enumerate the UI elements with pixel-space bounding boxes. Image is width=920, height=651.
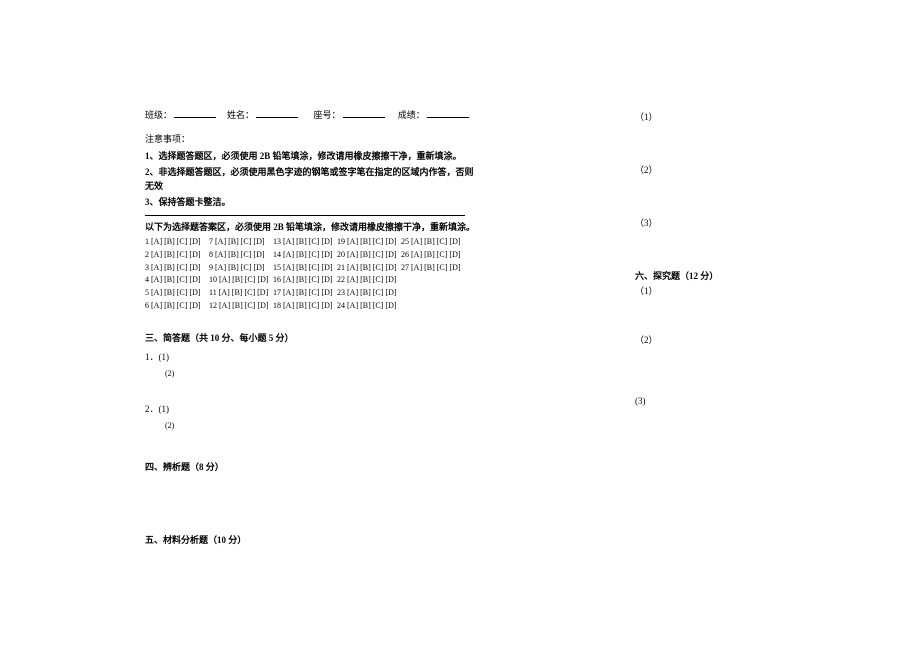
notice-line-3: 3、保持答题卡整洁。 <box>145 195 475 209</box>
mcq-cell[interactable]: 21 [A] [B] [C] [D] <box>337 262 399 275</box>
right-6-sub-1: （1） <box>635 284 785 297</box>
seat-label: 座号： <box>314 110 341 120</box>
mcq-cell[interactable]: 2 [A] [B] [C] [D] <box>145 249 207 262</box>
section-3-title: 三、简答题（共 10 分、每小题 5 分） <box>145 331 475 344</box>
mcq-cell[interactable]: 12 [A] [B] [C] [D] <box>209 300 271 313</box>
mcq-cell[interactable]: 8 [A] [B] [C] [D] <box>209 249 271 262</box>
divider-line <box>145 215 465 216</box>
mcq-cell[interactable]: 5 [A] [B] [C] [D] <box>145 287 207 300</box>
mcq-cell[interactable]: 25 [A] [B] [C] [D] <box>401 236 463 249</box>
score-blank[interactable] <box>427 108 469 118</box>
mcq-cell[interactable]: 26 [A] [B] [C] [D] <box>401 249 463 262</box>
section-4-title: 四、辨析题（8 分） <box>145 460 475 473</box>
mcq-cell[interactable]: 27 [A] [B] [C] [D] <box>401 262 463 275</box>
question-2-2: (2) <box>165 421 475 430</box>
score-label: 成绩： <box>398 110 425 120</box>
question-1: 1．(1) <box>145 350 475 363</box>
mcq-row: 6 [A] [B] [C] [D] 12 [A] [B] [C] [D] 18 … <box>145 300 475 313</box>
mcq-cell[interactable]: 1 [A] [B] [C] [D] <box>145 236 207 249</box>
mcq-cell[interactable]: 20 [A] [B] [C] [D] <box>337 249 399 262</box>
mcq-cell[interactable]: 17 [A] [B] [C] [D] <box>273 287 335 300</box>
section-5-title: 五、材料分析题（10 分） <box>145 533 475 546</box>
right-6-sub-2: （2） <box>635 333 785 346</box>
mcq-cell[interactable]: 14 [A] [B] [C] [D] <box>273 249 335 262</box>
mcq-cell[interactable]: 4 [A] [B] [C] [D] <box>145 274 207 287</box>
notice-line-2: 2、非选择题答题区，必须使用黑色字迹的钢笔或签字笔在指定的区域内作答，否则无效 <box>145 165 475 194</box>
mcq-cell[interactable]: 9 [A] [B] [C] [D] <box>209 262 271 275</box>
mcq-cell[interactable]: 11 [A] [B] [C] [D] <box>209 287 271 300</box>
question-2: 2．(1) <box>145 402 475 415</box>
class-blank[interactable] <box>174 108 216 118</box>
right-6-sub-3: (3) <box>635 396 785 406</box>
mcq-cell[interactable]: 15 [A] [B] [C] [D] <box>273 262 335 275</box>
name-blank[interactable] <box>256 108 298 118</box>
mcq-cell[interactable]: 24 [A] [B] [C] [D] <box>337 300 399 313</box>
mcq-cell[interactable]: 18 [A] [B] [C] [D] <box>273 300 335 313</box>
notice-title: 注意事项： <box>145 132 475 145</box>
mcq-cell[interactable]: 19 [A] [B] [C] [D] <box>337 236 399 249</box>
question-1-2: (2) <box>165 369 475 378</box>
name-label: 姓名： <box>227 110 254 120</box>
mcq-cell[interactable]: 13 [A] [B] [C] [D] <box>273 236 335 249</box>
seat-blank[interactable] <box>343 108 385 118</box>
mcq-row: 5 [A] [B] [C] [D] 11 [A] [B] [C] [D] 17 … <box>145 287 475 300</box>
section-6-title: 六、探究题（12 分） <box>635 269 785 282</box>
student-info-line: 班级： 姓名： 座号： 成绩： <box>145 108 475 122</box>
mcq-cell[interactable]: 3 [A] [B] [C] [D] <box>145 262 207 275</box>
right-sub-3: （3） <box>635 216 785 229</box>
mcq-cell[interactable]: 6 [A] [B] [C] [D] <box>145 300 207 313</box>
right-sub-1: （1） <box>635 110 785 123</box>
mcq-row: 1 [A] [B] [C] [D] 7 [A] [B] [C] [D] 13 [… <box>145 236 475 249</box>
mcq-cell[interactable]: 22 [A] [B] [C] [D] <box>337 274 399 287</box>
notice-line-1: 1、选择题答题区，必须使用 2B 铅笔填涂，修改请用橡皮擦擦干净，重新填涂。 <box>145 149 475 163</box>
mcq-cell[interactable]: 23 [A] [B] [C] [D] <box>337 287 399 300</box>
mcq-row: 2 [A] [B] [C] [D] 8 [A] [B] [C] [D] 14 [… <box>145 249 475 262</box>
mcq-cell[interactable]: 10 [A] [B] [C] [D] <box>209 274 271 287</box>
right-sub-2: （2） <box>635 163 785 176</box>
mcq-row: 4 [A] [B] [C] [D] 10 [A] [B] [C] [D] 16 … <box>145 274 475 287</box>
mcq-row: 3 [A] [B] [C] [D] 9 [A] [B] [C] [D] 15 [… <box>145 262 475 275</box>
mcq-grid: 1 [A] [B] [C] [D] 7 [A] [B] [C] [D] 13 [… <box>145 236 475 313</box>
mcq-cell[interactable]: 16 [A] [B] [C] [D] <box>273 274 335 287</box>
mcq-cell[interactable]: 7 [A] [B] [C] [D] <box>209 236 271 249</box>
mcq-header: 以下为选择题答案区，必须使用 2B 铅笔填涂，修改请用橡皮擦擦干净，重新填涂。 <box>145 220 475 233</box>
class-label: 班级： <box>145 110 172 120</box>
